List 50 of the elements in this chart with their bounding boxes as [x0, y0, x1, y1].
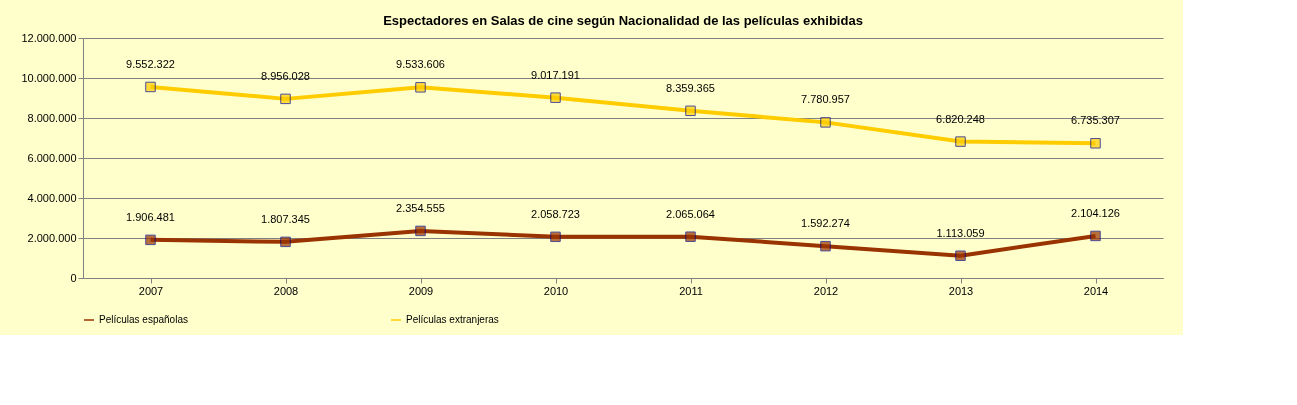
x-tick-label: 2008 — [273, 284, 299, 297]
point — [280, 236, 291, 248]
data-label: 9.017.191 — [531, 68, 580, 81]
y-tick-label: 4.000.000 — [27, 191, 77, 204]
legend-label: Películas extranjeras — [406, 314, 499, 325]
point — [955, 136, 966, 147]
y-tick-label: 0 — [70, 271, 77, 284]
data-label: 6.820.248 — [936, 112, 985, 125]
y-tick-label: 8.000.000 — [27, 111, 77, 124]
x-tick-label: 2014 — [1083, 284, 1109, 297]
point — [145, 234, 156, 246]
x-tick-label: 2011 — [679, 284, 703, 297]
data-label: 1.906.481 — [126, 210, 175, 223]
x-tick-label: 2009 — [408, 284, 434, 297]
point — [550, 92, 561, 103]
point — [280, 93, 291, 105]
point — [955, 250, 966, 261]
chart-title: Espectadores en Salas de cine según Nacionalidad de las películas exhibidas — [383, 13, 863, 28]
data-label: 1.592.274 — [801, 217, 850, 230]
data-label: 1.807.345 — [261, 212, 310, 225]
point — [1090, 230, 1101, 242]
data-label: 7.780.957 — [801, 93, 850, 106]
y-tick-label: 6.000.000 — [27, 151, 77, 164]
data-label: 2.104.126 — [1071, 206, 1120, 219]
x-tick-label: 2010 — [543, 284, 569, 297]
data-label: 8.956.028 — [261, 69, 310, 82]
x-tick-label: 2012 — [813, 284, 839, 297]
point — [685, 231, 696, 242]
legend-label: Películas españolas — [99, 314, 188, 325]
y-tick-label: 10.000.000 — [21, 71, 77, 84]
point — [685, 105, 696, 117]
y-tick-label: 2.000.000 — [27, 231, 77, 244]
point — [1090, 138, 1101, 149]
point — [820, 240, 831, 252]
data-label: 2.354.555 — [396, 201, 445, 214]
data-label: 9.533.606 — [396, 58, 445, 71]
data-label: 1.113.059 — [936, 226, 985, 239]
data-label: 9.552.322 — [126, 57, 175, 70]
x-tick-label: 2013 — [948, 284, 974, 297]
data-label: 6.735.307 — [1071, 114, 1120, 127]
y-tick-label: 12.000.000 — [21, 31, 77, 44]
point — [550, 231, 561, 243]
data-label: 2.065.064 — [666, 207, 715, 220]
data-label: 2.058.723 — [531, 207, 580, 220]
x-tick-label: 2007 — [138, 284, 164, 297]
point — [415, 82, 426, 93]
point — [145, 81, 156, 93]
point — [415, 225, 426, 237]
data-label: 8.359.365 — [666, 81, 715, 94]
point — [820, 117, 831, 128]
